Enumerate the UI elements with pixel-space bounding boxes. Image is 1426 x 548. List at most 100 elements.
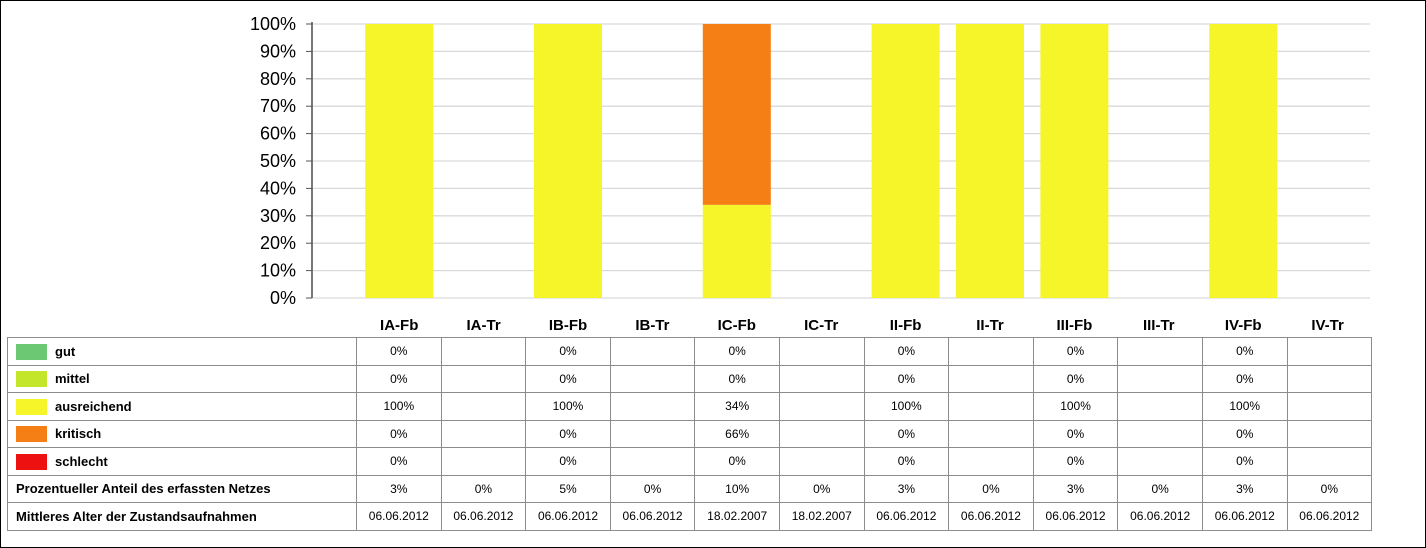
- table-cell: 0%: [356, 364, 442, 393]
- table-cell: 100%: [525, 392, 611, 421]
- table-cell: [1117, 447, 1203, 476]
- table-cell: 100%: [356, 392, 442, 421]
- table-cell: 0%: [1201, 419, 1288, 448]
- y-tick-label: 40%: [260, 178, 296, 198]
- x-category-label: IB-Tr: [635, 317, 669, 334]
- table-cell: 0%: [609, 474, 696, 503]
- table-cell: 06.06.2012: [1032, 502, 1119, 531]
- legend-swatch: [16, 426, 47, 443]
- bar-kritisch: [702, 24, 771, 205]
- bar-ausreichend: [365, 24, 434, 298]
- table-cell: 0%: [694, 364, 780, 393]
- table-cell: [778, 337, 865, 366]
- x-category-label: II-Tr: [976, 317, 1004, 334]
- table-cell: 0%: [863, 364, 950, 393]
- table-cell: 0%: [356, 419, 442, 448]
- table-cell: [948, 337, 1034, 366]
- x-category-label: IV-Tr: [1311, 317, 1344, 334]
- table-cell: 3%: [356, 474, 442, 503]
- y-tick-label: 60%: [260, 124, 296, 144]
- y-tick-label: 50%: [260, 151, 296, 171]
- row-label: Mittleres Alter der Zustandsaufnahmen: [7, 502, 357, 531]
- table-row: Mittleres Alter der Zustandsaufnahmen 06.…: [7, 502, 1373, 531]
- table-cell: [1286, 447, 1373, 476]
- table-cell: 0%: [1201, 364, 1288, 393]
- table-cell: 100%: [1032, 392, 1119, 421]
- y-tick-label: 100%: [250, 14, 296, 34]
- table-row: mittel 0% 0% 0% 0% 0% 0%: [7, 364, 1373, 393]
- bar-ausreichend: [1040, 24, 1109, 298]
- bar-ausreichend: [871, 24, 940, 298]
- table-cell: 0%: [440, 474, 527, 503]
- legend-entry: kritisch: [7, 419, 357, 448]
- table-cell: 5%: [525, 474, 611, 503]
- table-cell: [1286, 337, 1373, 366]
- table-cell: [609, 337, 696, 366]
- table-cell: 34%: [694, 392, 780, 421]
- legend-swatch: [16, 371, 47, 388]
- y-tick-label: 30%: [260, 206, 296, 226]
- table-cell: 0%: [863, 337, 950, 366]
- data-table: gut 0% 0% 0% 0% 0% 0% mittel 0% 0% 0% 0% 0% 0% ausreic…: [7, 337, 1373, 531]
- legend-entry: schlecht: [7, 447, 357, 476]
- table-cell: [609, 447, 696, 476]
- row-label: Prozentueller Anteil des erfassten Netze…: [7, 474, 357, 503]
- table-cell: [440, 337, 527, 366]
- table-cell: 3%: [863, 474, 950, 503]
- table-cell: 3%: [1201, 474, 1288, 503]
- table-cell: 0%: [356, 337, 442, 366]
- legend-entry: gut: [7, 337, 357, 366]
- table-cell: [778, 364, 865, 393]
- table-row: schlecht 0% 0% 0% 0% 0% 0%: [7, 447, 1373, 476]
- table-cell: 0%: [863, 447, 950, 476]
- table-row: Prozentueller Anteil des erfassten Netze…: [7, 474, 1373, 503]
- legend-swatch: [16, 453, 47, 470]
- x-category-label: IC-Fb: [718, 317, 756, 334]
- y-tick-label: 10%: [260, 261, 296, 281]
- table-cell: 10%: [694, 474, 780, 503]
- table-cell: 100%: [1201, 392, 1288, 421]
- legend-entry: ausreichend: [7, 392, 357, 421]
- table-cell: 06.06.2012: [609, 502, 696, 531]
- table-cell: [609, 364, 696, 393]
- x-category-label: IA-Tr: [467, 317, 501, 334]
- legend-label: ausreichend: [55, 399, 132, 415]
- table-cell: 0%: [1286, 474, 1373, 503]
- table-cell: [609, 392, 696, 421]
- table-row: kritisch 0% 0% 66% 0% 0% 0%: [7, 419, 1373, 448]
- bar-ausreichend: [1209, 24, 1278, 298]
- table-cell: 0%: [694, 337, 780, 366]
- bar-ausreichend: [702, 204, 771, 298]
- legend-label: schlecht: [55, 454, 108, 470]
- table-cell: [440, 392, 527, 421]
- y-tick-label: 90%: [260, 41, 296, 61]
- table-cell: 0%: [1201, 447, 1288, 476]
- table-cell: [1286, 364, 1373, 393]
- bar-ausreichend: [956, 24, 1024, 298]
- table-cell: 06.06.2012: [525, 502, 611, 531]
- table-cell: 0%: [525, 419, 611, 448]
- table-cell: [778, 419, 865, 448]
- table-cell: [440, 447, 527, 476]
- legend-label: gut: [55, 344, 76, 360]
- table-cell: [948, 364, 1034, 393]
- x-category-label: IB-Fb: [549, 317, 587, 334]
- table-cell: 100%: [863, 392, 950, 421]
- table-cell: 0%: [1032, 447, 1119, 476]
- y-tick-label: 0%: [270, 288, 296, 308]
- table-cell: [440, 419, 527, 448]
- y-tick-label: 20%: [260, 233, 296, 253]
- x-category-label: III-Fb: [1056, 317, 1092, 334]
- bar-ausreichend: [534, 24, 602, 298]
- table-row: ausreichend 100% 100% 34% 100% 100% 100%: [7, 392, 1373, 421]
- table-cell: 0%: [1201, 337, 1288, 366]
- table-cell: 06.06.2012: [1201, 502, 1288, 531]
- y-tick-label: 80%: [260, 69, 296, 89]
- table-cell: [778, 447, 865, 476]
- table-cell: [1117, 364, 1203, 393]
- table-cell: [1117, 419, 1203, 448]
- x-category-label: IA-Fb: [380, 317, 418, 334]
- table-cell: [1117, 337, 1203, 366]
- table-cell: 06.06.2012: [1117, 502, 1203, 531]
- table-cell: [1286, 419, 1373, 448]
